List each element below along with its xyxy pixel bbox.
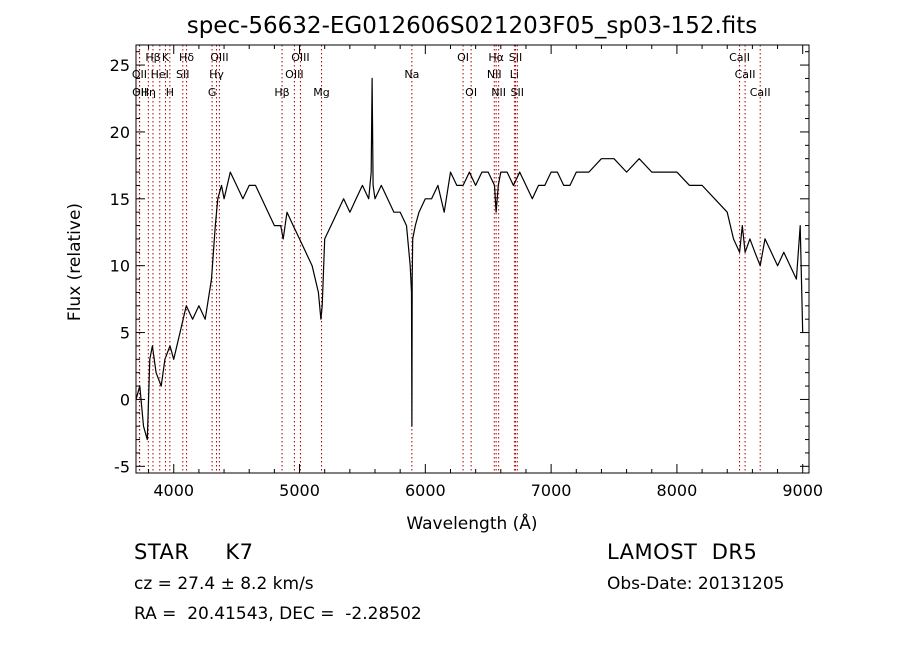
annotation-label: Hβ <box>145 51 160 64</box>
annotation-label: K <box>162 51 170 64</box>
ra-dec-label: RA = 20.41543, DEC = -2.28502 <box>134 604 422 624</box>
annotation-label: G <box>208 86 217 99</box>
y-tick-label: 25 <box>110 56 130 75</box>
annotation-label: Hδ <box>179 51 194 64</box>
annotation-label: OIII <box>285 68 303 81</box>
y-tick-label: 10 <box>110 257 130 276</box>
y-tick-label: 15 <box>110 190 130 209</box>
annotation-label: OI <box>465 86 477 99</box>
x-axis: 4000 5000 6000 7000 8000 9000 <box>148 45 823 500</box>
survey-label: LAMOST DR5 <box>607 540 758 564</box>
x-tick-label: 4000 <box>153 481 194 500</box>
y-tick-label: -5 <box>114 457 130 476</box>
annotation-label: Hγ <box>209 68 224 81</box>
annotation-label: Mg <box>313 86 329 99</box>
annotation-label: Hη <box>141 86 156 99</box>
y-tick-label: 20 <box>110 123 130 142</box>
annotation-label: CaII <box>750 86 771 99</box>
annotation-label: CaII <box>735 68 756 81</box>
plot-frame <box>135 44 810 474</box>
y-axis: -5 0 5 10 15 20 25 <box>110 51 809 476</box>
annotation-label: H <box>166 86 174 99</box>
annotation-label: OIII <box>291 51 309 64</box>
chart-title: spec-56632-EG012606S021203F05_sp03-152.f… <box>187 13 758 39</box>
x-tick-label: 5000 <box>279 481 320 500</box>
annotation-label: OIII <box>210 51 228 64</box>
x-tick-label: 7000 <box>531 481 572 500</box>
annotation-label: Li <box>510 68 519 81</box>
annotation-label: SII <box>511 86 524 99</box>
annotation-label: NII <box>491 86 506 99</box>
redshift-label: cz = 27.4 ± 8.2 km/s <box>134 574 314 594</box>
star-class-label: STAR K7 <box>134 540 254 564</box>
annotation-label: HeI <box>151 68 169 81</box>
x-tick-label: 9000 <box>782 481 823 500</box>
annotation-label: SII <box>509 51 522 64</box>
spectrum-line <box>135 77 804 441</box>
y-axis-label: Flux (relative) <box>65 203 85 321</box>
annotation-label: Hα <box>488 51 504 64</box>
x-axis-label: Wavelength (Å) <box>406 512 537 534</box>
x-tick-label: 8000 <box>657 481 698 500</box>
x-tick-label: 6000 <box>405 481 446 500</box>
annotation-label: Na <box>404 68 419 81</box>
y-tick-label: 0 <box>120 390 130 409</box>
y-tick-label: 5 <box>120 324 130 343</box>
obs-date-label: Obs-Date: 20131205 <box>607 574 785 594</box>
annotation-label: Hβ <box>274 86 289 99</box>
annotation-label: OI <box>457 51 469 64</box>
annotation-label: NII <box>487 68 502 81</box>
annotation-label: CaII <box>729 51 750 64</box>
annotation-label: SII <box>176 68 189 81</box>
spectrum-series <box>135 77 804 441</box>
